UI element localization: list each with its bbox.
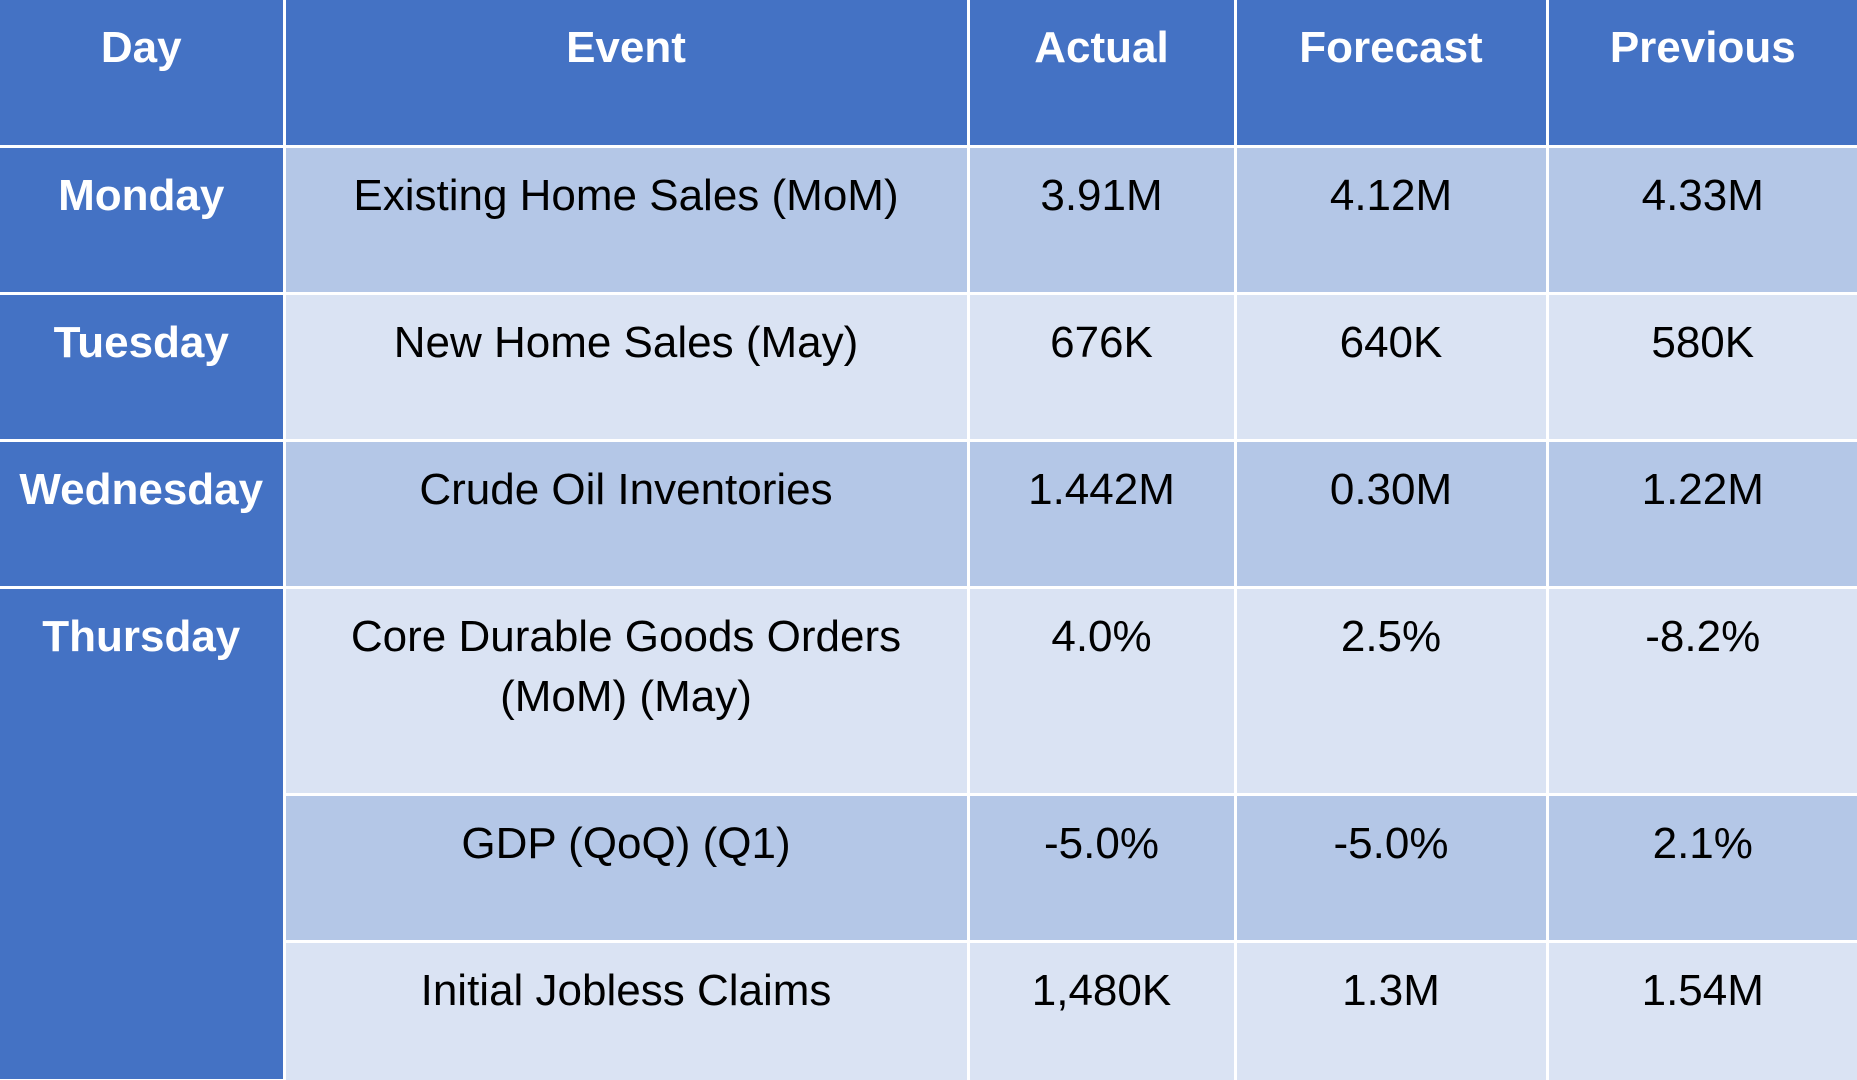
forecast-cell: 2.5% — [1233, 585, 1549, 796]
previous-cell: 1.22M — [1545, 438, 1857, 589]
table-row: Thursday Core Durable Goods Orders (MoM)… — [0, 585, 1857, 1080]
header-event: Event — [282, 0, 970, 148]
previous-cell: 580K — [1545, 291, 1857, 442]
header-actual: Actual — [966, 0, 1237, 148]
table-row: Monday Existing Home Sales (MoM) 3.91M 4… — [0, 144, 1857, 295]
actual-cell: 4.0% — [966, 585, 1237, 796]
event-cell: Existing Home Sales (MoM) — [282, 144, 970, 295]
event-cell: Crude Oil Inventories — [282, 438, 970, 589]
forecast-cell: 0.30M — [1233, 438, 1549, 589]
forecast-cell: 1.3M — [1233, 939, 1549, 1080]
event-line: (MoM) (May) — [500, 671, 752, 721]
day-tuesday: Tuesday — [0, 291, 286, 442]
forecast-cell: -5.0% — [1233, 792, 1549, 943]
previous-cell: 4.33M — [1545, 144, 1857, 295]
table-row: Wednesday Crude Oil Inventories 1.442M 0… — [0, 438, 1857, 589]
event-cell: Core Durable Goods Orders (MoM) (May) — [282, 585, 970, 796]
actual-cell: -5.0% — [966, 792, 1237, 943]
previous-cell: -8.2% — [1545, 585, 1857, 796]
event-line: Core Durable Goods Orders — [350, 611, 902, 661]
day-wednesday: Wednesday — [0, 438, 286, 589]
previous-cell: 1.54M — [1545, 939, 1857, 1080]
header-day: Day — [0, 0, 286, 148]
header-forecast: Forecast — [1233, 0, 1549, 148]
event-cell: Initial Jobless Claims — [282, 939, 970, 1080]
header-row: Day Event Actual Forecast Previous — [0, 0, 1857, 148]
forecast-cell: 640K — [1233, 291, 1549, 442]
day-thursday: Thursday — [0, 585, 286, 1080]
previous-cell: 2.1% — [1545, 792, 1857, 943]
table-row: GDP (QoQ) (Q1) -5.0% -5.0% 2.1% — [0, 792, 1857, 943]
forecast-cell: 4.12M — [1233, 144, 1549, 295]
event-cell: GDP (QoQ) (Q1) — [282, 792, 970, 943]
actual-cell: 676K — [966, 291, 1237, 442]
actual-cell: 3.91M — [966, 144, 1237, 295]
actual-cell: 1.442M — [966, 438, 1237, 589]
event-cell: New Home Sales (May) — [282, 291, 970, 442]
header-previous: Previous — [1545, 0, 1857, 148]
table-row: Tuesday New Home Sales (May) 676K 640K 5… — [0, 291, 1857, 442]
table-row: Initial Jobless Claims 1,480K 1.3M 1.54M — [0, 939, 1857, 1080]
day-monday: Monday — [0, 144, 286, 295]
actual-cell: 1,480K — [966, 939, 1237, 1080]
